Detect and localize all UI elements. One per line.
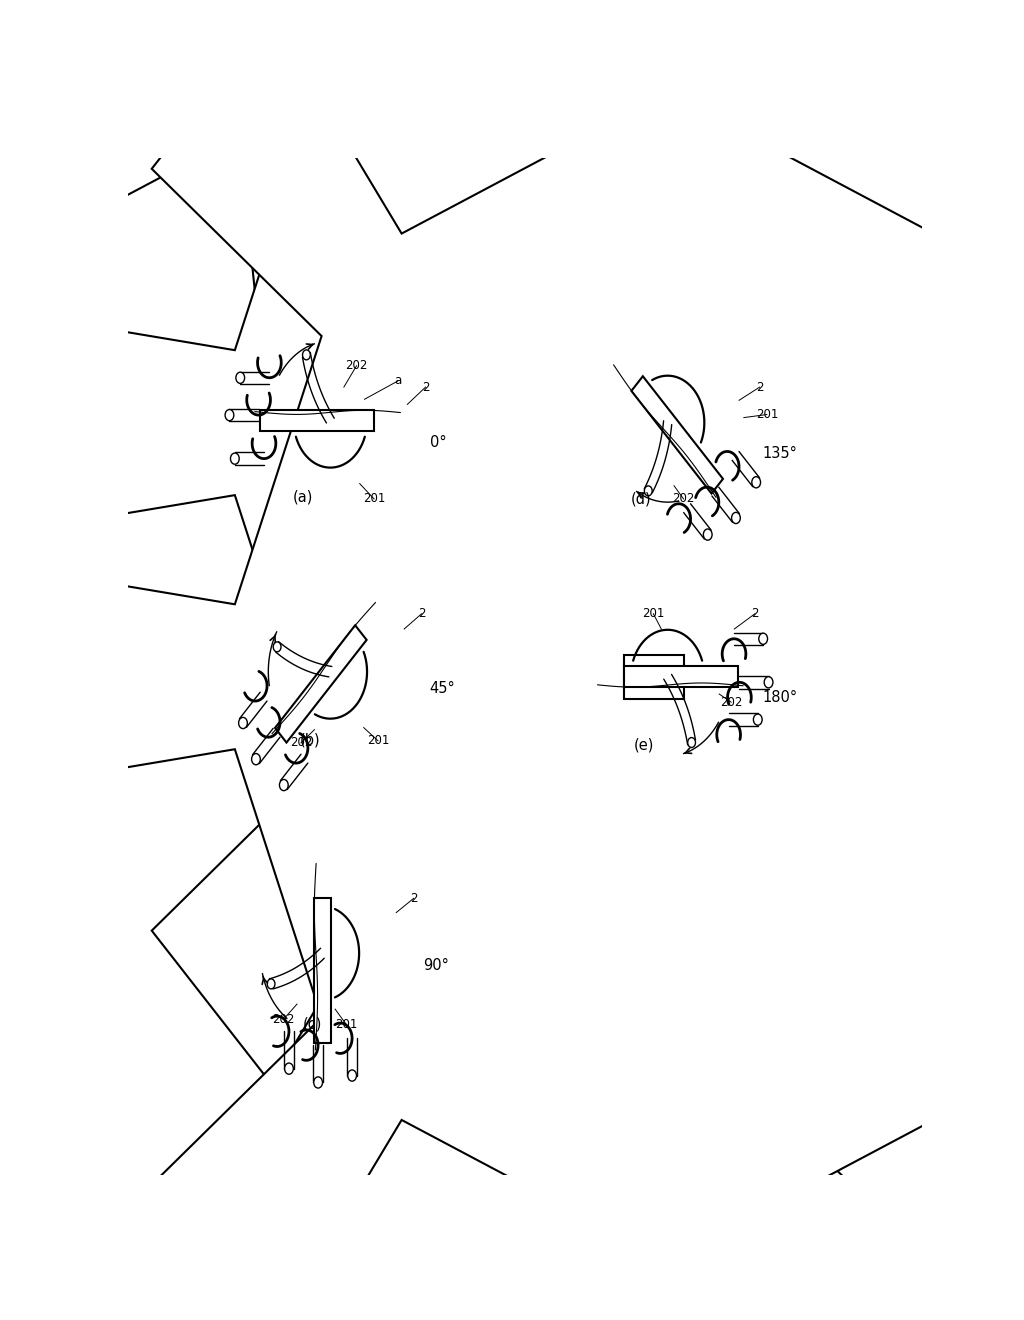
- Polygon shape: [307, 616, 373, 702]
- Polygon shape: [632, 376, 723, 494]
- Text: 201: 201: [756, 408, 778, 421]
- Text: (b): (b): [300, 733, 321, 747]
- Circle shape: [236, 372, 245, 383]
- Circle shape: [302, 350, 310, 360]
- Text: 45°: 45°: [430, 681, 456, 697]
- Circle shape: [239, 717, 248, 729]
- Circle shape: [285, 1063, 293, 1074]
- Text: Patent Application Publication: Patent Application Publication: [191, 189, 393, 202]
- Text: Apr. 5, 2012  Sheet 9 of 32: Apr. 5, 2012 Sheet 9 of 32: [389, 189, 565, 202]
- Circle shape: [230, 453, 240, 465]
- Text: 202: 202: [345, 359, 368, 372]
- Text: 201: 201: [367, 734, 389, 747]
- Text: (c): (c): [303, 1016, 323, 1032]
- Polygon shape: [0, 0, 976, 1247]
- Circle shape: [688, 738, 695, 747]
- Circle shape: [313, 1077, 323, 1088]
- Circle shape: [225, 409, 233, 421]
- Polygon shape: [260, 411, 374, 432]
- Polygon shape: [625, 655, 684, 698]
- Text: (d): (d): [631, 491, 651, 507]
- Text: US 2012/0079855 A1: US 2012/0079855 A1: [728, 189, 866, 202]
- Polygon shape: [625, 368, 691, 453]
- Circle shape: [267, 979, 275, 989]
- Polygon shape: [275, 626, 367, 743]
- Circle shape: [764, 677, 773, 688]
- Polygon shape: [0, 0, 976, 1320]
- Text: 202: 202: [272, 1012, 295, 1026]
- Text: 201: 201: [642, 607, 665, 620]
- Text: 2: 2: [418, 607, 425, 620]
- Text: 2: 2: [756, 380, 764, 393]
- Text: 2: 2: [410, 892, 418, 904]
- Text: 201: 201: [362, 492, 385, 506]
- Text: a: a: [394, 375, 401, 388]
- Text: Fig.9: Fig.9: [227, 240, 313, 269]
- Circle shape: [752, 477, 761, 488]
- Circle shape: [280, 780, 288, 791]
- Text: 90°: 90°: [423, 958, 450, 973]
- Polygon shape: [23, 0, 1024, 1249]
- Text: 2: 2: [422, 380, 429, 393]
- Text: 202: 202: [673, 492, 694, 506]
- Polygon shape: [0, 127, 968, 1320]
- Text: (a): (a): [293, 490, 312, 504]
- Circle shape: [703, 529, 712, 540]
- Text: 202: 202: [720, 696, 742, 709]
- Polygon shape: [625, 667, 738, 688]
- Circle shape: [731, 512, 740, 524]
- Circle shape: [273, 642, 281, 652]
- Text: (e): (e): [634, 738, 654, 752]
- Circle shape: [252, 754, 260, 764]
- Polygon shape: [314, 399, 374, 442]
- Circle shape: [759, 634, 768, 644]
- Text: 135°: 135°: [763, 446, 798, 461]
- Circle shape: [754, 714, 762, 725]
- Text: 2: 2: [752, 607, 759, 620]
- Circle shape: [348, 1071, 356, 1081]
- Polygon shape: [23, 0, 1024, 1320]
- Circle shape: [644, 486, 652, 496]
- Polygon shape: [305, 898, 340, 974]
- Text: 201: 201: [335, 1018, 357, 1031]
- Polygon shape: [314, 898, 331, 1043]
- Text: 180°: 180°: [763, 689, 798, 705]
- Text: 0°: 0°: [430, 436, 446, 450]
- Text: 202: 202: [290, 737, 312, 750]
